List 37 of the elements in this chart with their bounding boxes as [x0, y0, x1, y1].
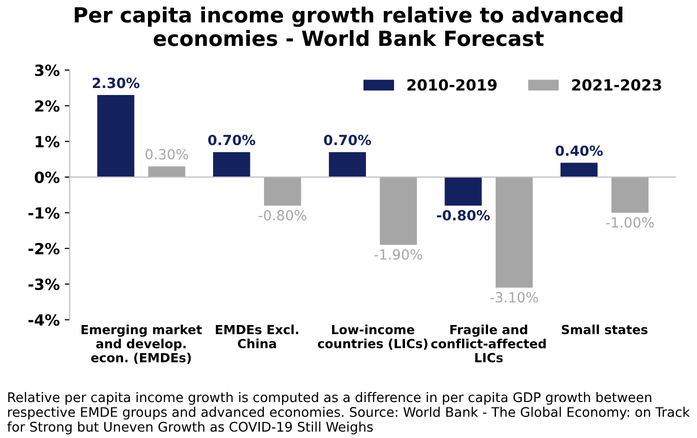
text: Relative per capita income growth is computed as a difference in per capita GDP growth between respective EMDE groups and advanced economies. Source: World Bank - The Global Economy: on Track for Strong but Uneven Growth as COVID-19 Still Weighs: [7, 392, 690, 434]
legend-label: 2021-2023: [572, 79, 662, 91]
bar: [148, 166, 186, 178]
data-label: 0.30%: [146, 149, 188, 160]
bar: [496, 177, 533, 288]
bar: [213, 152, 250, 178]
y-tick-label: 0%: [34, 172, 60, 184]
x-tick-label: Small states: [562, 324, 648, 334]
data-label: 0.40%: [556, 145, 603, 156]
data-label: -0.80%: [437, 210, 490, 221]
data-label: 0.70%: [208, 134, 256, 146]
x-tick-label: EMDEs Excl. China: [216, 324, 298, 348]
data-label: -0.80%: [258, 210, 306, 221]
y-tick-label: 3%: [35, 64, 60, 76]
bar: [264, 177, 302, 206]
bar: [97, 95, 134, 178]
x-tick-label: Low-income countries (LICs): [318, 324, 428, 350]
x-tick-label: Emerging market and develop. econ. (EMDEs): [82, 324, 202, 364]
legend-label: 2010-2019: [407, 79, 497, 91]
bar: [444, 177, 482, 206]
chart-title: Per capita income growth relative to advanced economies - World Bank Forecast: [74, 6, 622, 46]
bar: [328, 152, 366, 178]
y-tick-label: 1%: [36, 136, 60, 148]
bar: [560, 162, 598, 178]
y-tick-label: 2%: [35, 100, 60, 112]
data-label: 0.70%: [324, 134, 372, 146]
y-tick-label: -4%: [28, 314, 60, 326]
y-tick-label: -3%: [28, 278, 60, 290]
y-tick-label: -1%: [28, 207, 60, 219]
data-label: 2.30%: [92, 78, 140, 88]
data-label: -3.10%: [490, 292, 538, 303]
data-label: -1.90%: [374, 249, 422, 260]
y-tick-label: -2%: [28, 242, 60, 254]
bar: [380, 177, 417, 245]
bar: [611, 177, 649, 213]
data-label: -1.00%: [606, 217, 654, 228]
x-tick-label: Fragile and conflict-affected LICs: [431, 324, 546, 362]
